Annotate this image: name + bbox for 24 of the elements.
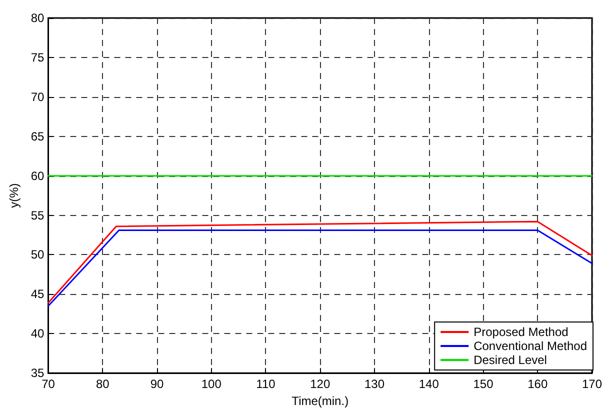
y-tick-label: 45 <box>30 287 45 302</box>
legend-label: Conventional Method <box>474 339 588 353</box>
y-tick-label: 75 <box>30 50 45 64</box>
x-tick-label: 110 <box>256 377 276 392</box>
y-tick-label: 70 <box>30 90 45 104</box>
x-axis-title: Time(min.) <box>292 394 349 408</box>
x-tick-label: 140 <box>418 377 440 392</box>
x-tick-label: 80 <box>96 377 110 392</box>
y-tick-label: 80 <box>30 11 45 25</box>
x-tick-label: 90 <box>150 377 164 392</box>
x-tick-label: 130 <box>364 377 385 392</box>
legend-label: Desired Level <box>474 353 547 367</box>
x-tick-label: 120 <box>310 377 330 392</box>
y-tick-label: 65 <box>30 129 45 144</box>
y-tick-label: 40 <box>30 326 45 341</box>
x-tick-label: 100 <box>201 377 222 392</box>
x-tick-label: 150 <box>473 377 494 392</box>
x-tick-label: 160 <box>528 377 548 392</box>
y-axis-title: y(%) <box>7 183 21 208</box>
x-tick-label: 170 <box>582 377 602 392</box>
y-tick-label: 50 <box>30 248 45 262</box>
y-tick-label: 55 <box>30 208 45 222</box>
legend-label: Proposed Method <box>474 325 568 339</box>
y-tick-label: 60 <box>30 168 45 183</box>
